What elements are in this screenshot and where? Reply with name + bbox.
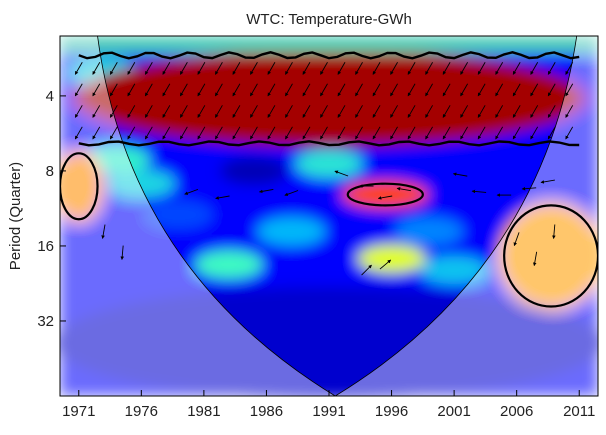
x-tick-label: 2006	[500, 403, 533, 420]
significance-contours	[60, 51, 598, 308]
coherence-region	[341, 180, 429, 209]
x-tick-label: 2001	[437, 403, 470, 420]
x-tick-label: 2011	[563, 403, 595, 420]
y-tick-label: 16	[37, 238, 54, 255]
x-tick-label: 1991	[312, 403, 345, 420]
x-tick-label: 1971	[62, 403, 95, 420]
y-tick-label: 4	[46, 88, 54, 105]
heatmap	[60, 36, 598, 396]
y-axis: 4 8 16 32	[37, 88, 66, 330]
y-tick-label: 8	[46, 163, 54, 180]
coherence-region	[498, 202, 598, 310]
y-tick-label: 32	[37, 313, 54, 330]
coherence-region	[60, 286, 598, 396]
cone-of-influence	[60, 36, 598, 396]
x-axis: 1971 1976 1981 1986 1991 1996 2001 2006 2011	[62, 390, 595, 420]
x-tick-label: 1996	[375, 403, 408, 420]
y-axis-label: Period (Quarter)	[7, 162, 24, 270]
phase-arrows	[74, 62, 574, 276]
coherence-region	[60, 150, 104, 223]
chart-title: WTC: Temperature-GWh	[246, 11, 412, 28]
x-tick-label: 1986	[250, 403, 283, 420]
x-tick-label: 1976	[125, 403, 158, 420]
x-tick-label: 1981	[187, 403, 220, 420]
